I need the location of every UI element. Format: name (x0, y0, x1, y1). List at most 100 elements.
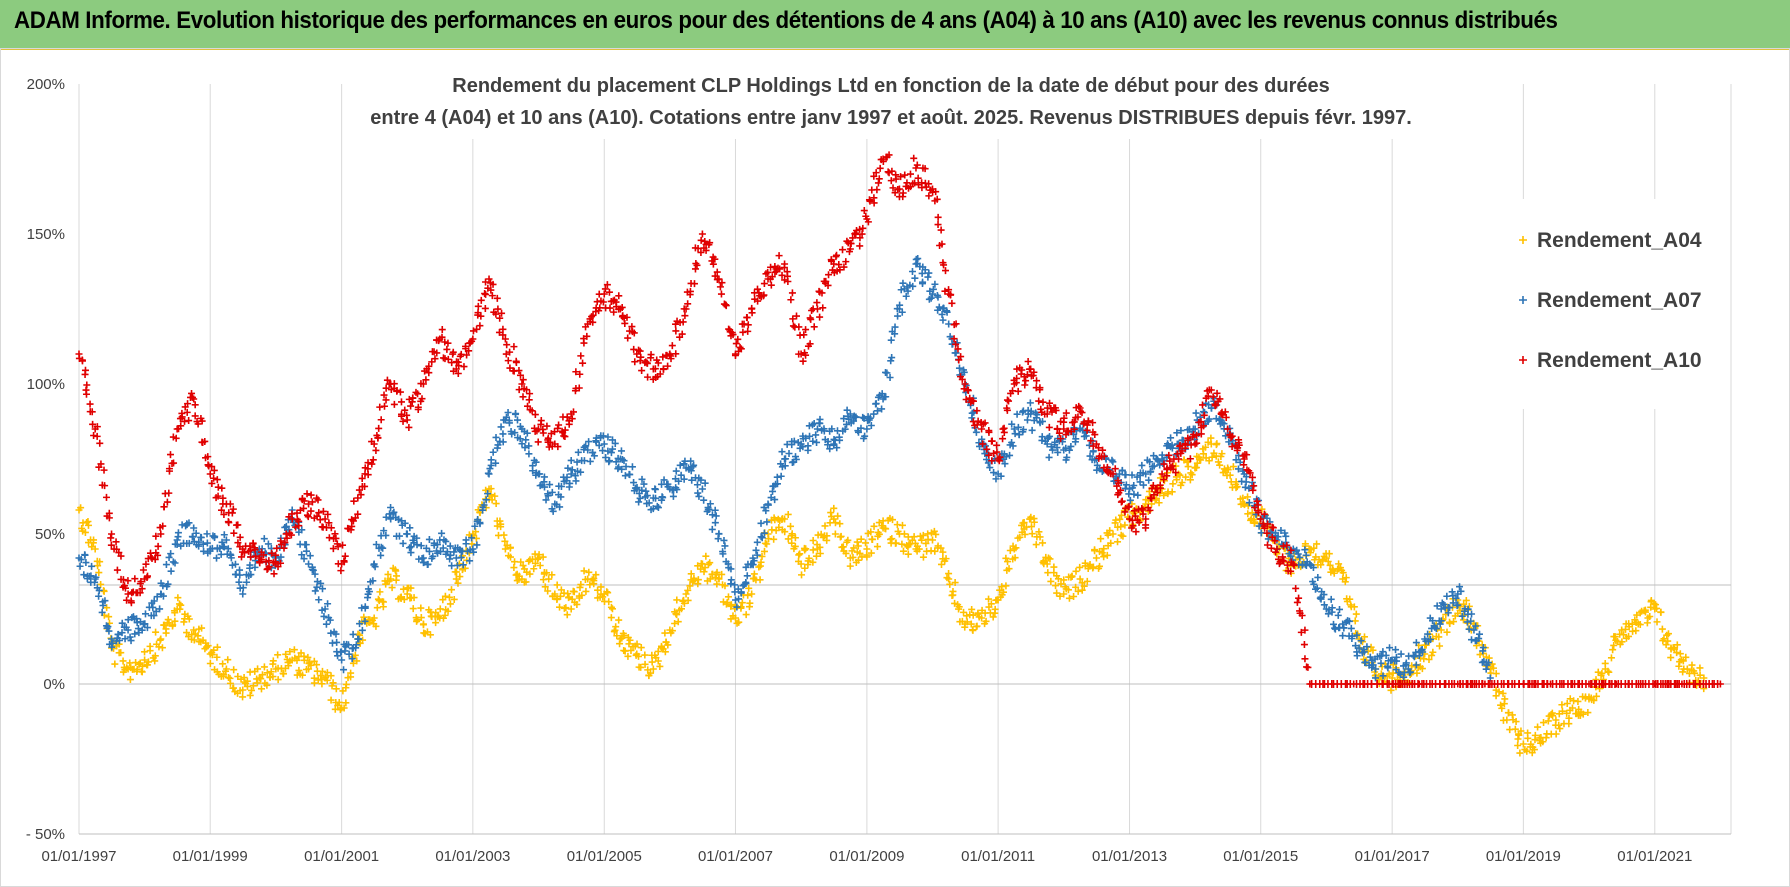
data-point (1334, 611, 1342, 619)
data-point (373, 604, 381, 612)
data-point (1173, 429, 1181, 437)
data-point (1463, 618, 1471, 626)
data-point (1547, 711, 1555, 719)
data-point (1610, 641, 1618, 649)
data-point (911, 179, 919, 187)
data-point (1500, 700, 1508, 708)
data-point (706, 559, 714, 567)
data-point (892, 171, 900, 179)
data-point (170, 459, 178, 467)
data-point (1636, 621, 1644, 629)
data-point (804, 442, 812, 450)
data-point (1089, 419, 1097, 427)
data-point (118, 629, 126, 637)
data-point (1309, 564, 1317, 572)
data-point (191, 401, 199, 409)
data-point (1095, 444, 1103, 452)
data-point (1235, 441, 1243, 449)
data-point (1130, 490, 1138, 498)
data-point (213, 554, 221, 562)
data-point (888, 535, 896, 543)
data-point (327, 696, 335, 704)
data-point (1053, 425, 1061, 433)
data-point (526, 390, 534, 398)
data-point (775, 523, 783, 531)
data-point (1021, 530, 1029, 538)
data-point (1476, 651, 1484, 659)
data-point (482, 496, 490, 504)
data-point (1341, 578, 1349, 586)
data-point (1070, 425, 1078, 433)
data-point (802, 545, 810, 553)
data-point (384, 570, 392, 578)
data-point (1103, 551, 1111, 559)
data-point (206, 659, 214, 667)
data-point (398, 410, 406, 418)
data-point (88, 408, 96, 416)
data-point (218, 506, 226, 514)
data-point (322, 673, 330, 681)
data-point (903, 179, 911, 187)
data-point (105, 613, 113, 621)
data-point (1099, 446, 1107, 454)
data-point (1044, 569, 1052, 577)
data-point (494, 441, 502, 449)
data-point (1428, 651, 1436, 659)
data-point (184, 400, 192, 408)
data-point (1592, 692, 1600, 700)
data-point (226, 500, 234, 508)
data-point (983, 445, 991, 453)
data-point (188, 389, 196, 397)
data-point (390, 508, 398, 516)
data-point (908, 267, 916, 275)
data-point (744, 327, 752, 335)
data-point (911, 274, 919, 282)
data-point (1282, 532, 1290, 540)
data-point (748, 309, 756, 317)
data-point (1172, 469, 1180, 477)
data-point (972, 428, 980, 436)
data-point (450, 595, 458, 603)
data-point (488, 292, 496, 300)
data-point (1197, 430, 1205, 438)
data-point (419, 380, 427, 388)
data-point (480, 501, 488, 509)
data-point (1028, 426, 1036, 434)
data-point (457, 553, 465, 561)
data-point (139, 566, 147, 574)
data-point (579, 359, 587, 367)
data-point (466, 557, 474, 565)
data-point (836, 520, 844, 528)
data-point (674, 618, 682, 626)
data-point (304, 653, 312, 661)
data-point (277, 537, 285, 545)
data-point (721, 542, 729, 550)
data-point (935, 303, 943, 311)
data-point (258, 671, 266, 679)
data-point (886, 373, 894, 381)
data-point (843, 420, 851, 428)
data-point (899, 279, 907, 287)
data-point (1519, 296, 1527, 304)
data-point (694, 489, 702, 497)
data-point (1444, 609, 1452, 617)
data-point (1292, 584, 1300, 592)
data-point (652, 494, 660, 502)
data-point (204, 461, 212, 469)
data-point (904, 287, 912, 295)
data-point (88, 562, 96, 570)
data-point (844, 536, 852, 544)
data-point (1346, 595, 1354, 603)
data-point (963, 618, 971, 626)
data-point (660, 476, 668, 484)
data-point (1055, 429, 1063, 437)
data-point (649, 505, 657, 513)
data-point (573, 458, 581, 466)
data-point (1213, 440, 1221, 448)
data-point (675, 477, 683, 485)
data-point (453, 568, 461, 576)
data-point (388, 584, 396, 592)
data-point (1412, 639, 1420, 647)
data-point (1258, 505, 1266, 513)
data-point (952, 320, 960, 328)
